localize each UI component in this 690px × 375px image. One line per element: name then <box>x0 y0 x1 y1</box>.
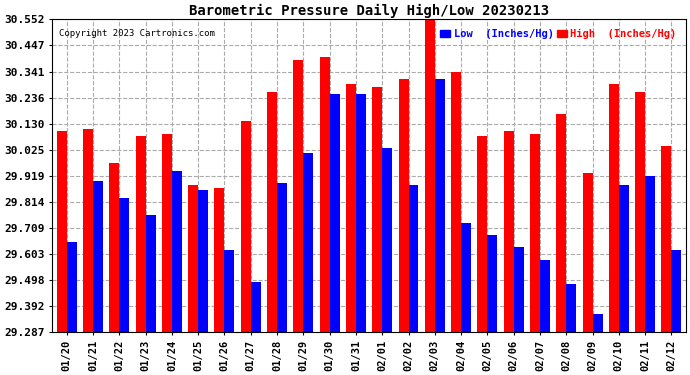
Bar <box>304 153 313 332</box>
Bar <box>57 131 67 332</box>
Bar <box>451 72 461 332</box>
Bar <box>330 94 339 332</box>
Bar <box>540 260 550 332</box>
Bar <box>224 250 235 332</box>
Bar <box>382 148 392 332</box>
Bar <box>566 284 576 332</box>
Bar <box>425 18 435 332</box>
Bar <box>609 84 619 332</box>
Bar <box>408 186 419 332</box>
Bar <box>241 121 250 332</box>
Bar <box>530 134 540 332</box>
Bar <box>346 84 356 332</box>
Bar <box>487 235 497 332</box>
Bar <box>172 171 182 332</box>
Bar <box>435 79 445 332</box>
Bar <box>671 250 681 332</box>
Bar <box>277 183 287 332</box>
Title: Barometric Pressure Daily High/Low 20230213: Barometric Pressure Daily High/Low 20230… <box>189 4 549 18</box>
Bar <box>198 190 208 332</box>
Bar <box>188 186 198 332</box>
Bar <box>319 57 330 332</box>
Bar <box>356 94 366 332</box>
Bar <box>119 198 129 332</box>
Bar <box>635 92 645 332</box>
Bar <box>513 247 524 332</box>
Bar <box>645 176 655 332</box>
Bar <box>250 282 261 332</box>
Legend: Low  (Inches/Hg), High  (Inches/Hg): Low (Inches/Hg), High (Inches/Hg) <box>436 25 680 43</box>
Bar <box>477 136 487 332</box>
Bar <box>215 188 224 332</box>
Bar <box>293 60 304 332</box>
Bar <box>556 114 566 332</box>
Bar <box>146 215 156 332</box>
Bar <box>593 314 602 332</box>
Bar <box>619 186 629 332</box>
Bar <box>504 131 513 332</box>
Bar <box>136 136 146 332</box>
Text: Copyright 2023 Cartronics.com: Copyright 2023 Cartronics.com <box>59 29 215 38</box>
Bar <box>109 163 119 332</box>
Bar <box>83 129 93 332</box>
Bar <box>67 242 77 332</box>
Bar <box>399 79 408 332</box>
Bar <box>162 134 172 332</box>
Bar <box>372 87 382 332</box>
Bar <box>662 146 671 332</box>
Bar <box>267 92 277 332</box>
Bar <box>461 222 471 332</box>
Bar <box>93 180 103 332</box>
Bar <box>582 173 593 332</box>
